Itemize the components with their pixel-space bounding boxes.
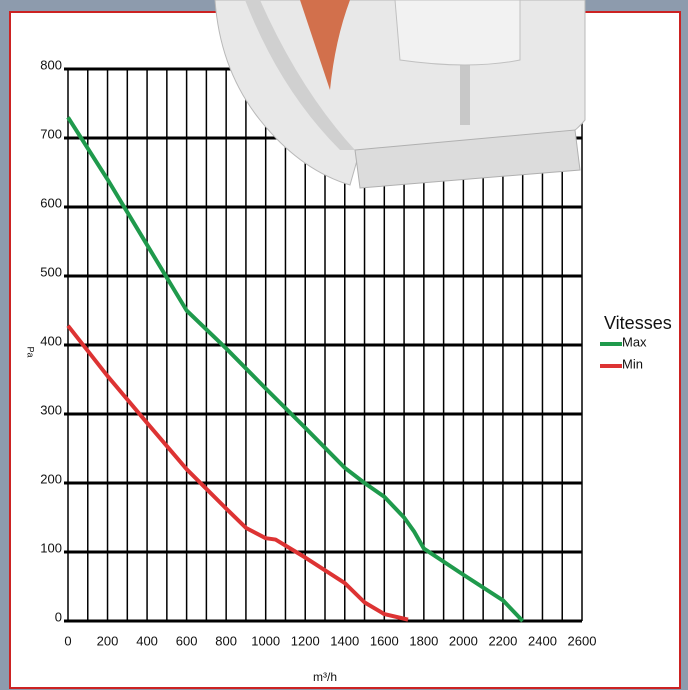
- y-tick-label: 300: [40, 402, 62, 417]
- y-tick-label: 0: [55, 609, 62, 624]
- y-tick-label: 800: [40, 57, 62, 72]
- legend-label: Max: [622, 334, 647, 349]
- line-series: [66, 116, 525, 623]
- x-tick-label: 2400: [528, 633, 557, 648]
- x-tick-label: 1800: [409, 633, 438, 648]
- x-tick-label: 600: [176, 633, 198, 648]
- x-tick-label: 2600: [568, 633, 597, 648]
- y-tick-label: 500: [40, 264, 62, 279]
- x-axis-label: m³/h: [313, 670, 337, 684]
- x-tick-label: 1600: [370, 633, 399, 648]
- y-tick-label: 600: [40, 195, 62, 210]
- y-tick-label: 100: [40, 540, 62, 555]
- y-tick-label: 400: [40, 333, 62, 348]
- x-tick-label: 2200: [488, 633, 517, 648]
- line-series: [66, 324, 409, 622]
- y-tick-label: 200: [40, 471, 62, 486]
- x-tick-label: 2000: [449, 633, 478, 648]
- y-axis-label: Pa: [26, 346, 36, 357]
- x-tick-label: 400: [136, 633, 158, 648]
- x-tick-label: 0: [64, 633, 71, 648]
- x-tick-label: 800: [215, 633, 237, 648]
- x-tick-label: 1200: [291, 633, 320, 648]
- legend-title: Vitesses: [604, 313, 672, 333]
- fan-image: [214, 0, 586, 189]
- legend-label: Min: [622, 356, 643, 371]
- x-tick-label: 200: [97, 633, 119, 648]
- x-tick-label: 1000: [251, 633, 280, 648]
- y-tick-label: 700: [40, 126, 62, 141]
- x-tick-label: 1400: [330, 633, 359, 648]
